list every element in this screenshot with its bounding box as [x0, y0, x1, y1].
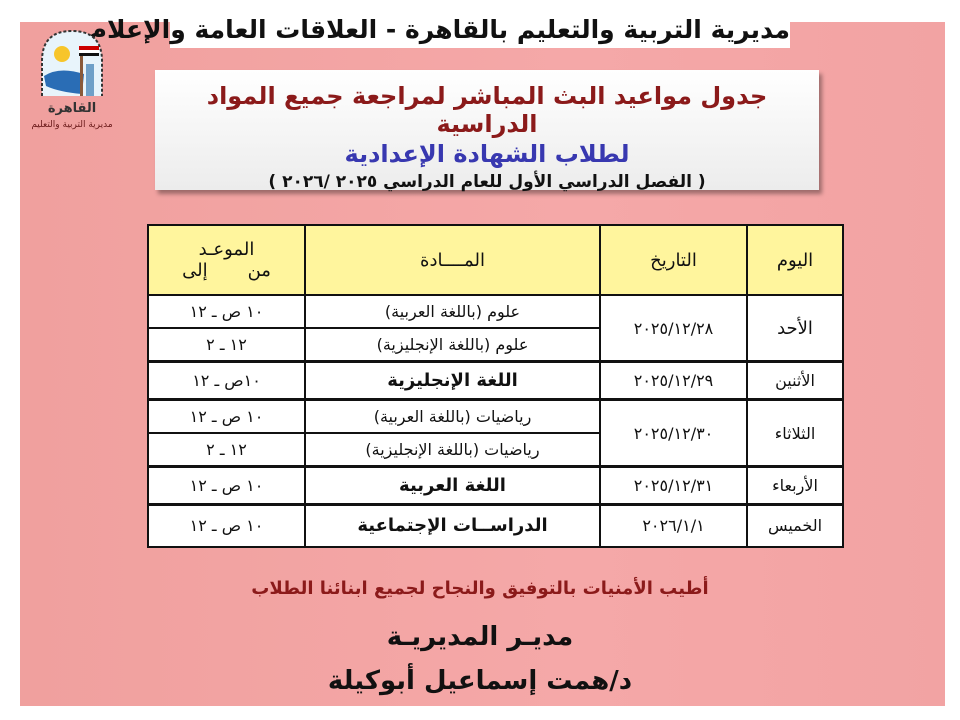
table-row: الثلاثاء ٢٠٢٥/١٢/٣٠ رياضيات (باللغة العر… [147, 398, 844, 468]
date-cell: ٢٠٢٥/١٢/٣٠ [599, 398, 748, 468]
org-title: مديرية التربية والتعليم بالقاهرة - العلا… [89, 12, 790, 48]
header-date: التاريخ [599, 224, 748, 296]
date-cell: ٢٠٢٥/١٢/٢٩ [599, 360, 748, 401]
schedule-term: ( الفصل الدراسي الأول للعام الدراسي ٢٠٢٥… [268, 172, 706, 192]
day-cell: الأثنين [746, 360, 844, 401]
subject-cell: علوم (باللغة العربية) [304, 294, 601, 329]
time-cell: ١٢ ـ ٢ [147, 432, 306, 468]
table-row: علوم (باللغة الإنجليزية) ١٢ ـ ٢ [147, 327, 843, 363]
table-row: الأثنين ٢٠٢٥/١٢/٢٩ اللغة الإنجليزية ١٠ص … [147, 360, 844, 401]
subject-cell: اللغة الإنجليزية [304, 360, 601, 401]
subject-cell: اللغة العربية [304, 465, 601, 506]
subject-cell: رياضيات (باللغة الإنجليزية) [304, 432, 601, 468]
time-cell: ١٠ ص ـ ١٢ [147, 294, 306, 329]
subject-cell: رياضيات (باللغة العربية) [304, 398, 601, 434]
table-row: الأربعاء ٢٠٢٥/١٢/٣١ اللغة العربية ١٠ ص ـ… [147, 465, 844, 506]
day-cell: الخميس [746, 503, 844, 548]
date-cell: ٢٠٢٦/١/١ [599, 503, 748, 548]
table-row: الأحد ٢٠٢٥/١٢/٢٨ علوم (باللغة العربية) ١… [147, 294, 844, 363]
header-day: اليوم [746, 224, 844, 296]
header-time-to: إلى [182, 260, 208, 281]
header-time: الموعـد من إلى [147, 224, 306, 296]
schedule-table: اليوم التاريخ المــــادة الموعـد من إلى … [147, 224, 844, 548]
date-cell: ٢٠٢٥/١٢/٣١ [599, 465, 748, 506]
header-time-from: من [247, 260, 271, 281]
time-cell: ١٠ص ـ ١٢ [147, 360, 306, 401]
schedule-title: جدول مواعيد البث المباشر لمراجعة جميع ال… [206, 82, 768, 138]
schedule-audience: لطلاب الشهادة الإعدادية [344, 140, 630, 168]
date-cell: ٢٠٢٥/١٢/٢٨ [599, 294, 748, 363]
logo-text-directorate: مديرية التربية والتعليم [31, 120, 113, 130]
time-cell: ١٢ ـ ٢ [147, 327, 306, 363]
day-cell: الثلاثاء [746, 398, 844, 468]
subject-cell: الدراســات الإجتماعية [304, 503, 601, 548]
logo-text-city: القاهرة [48, 101, 96, 116]
subject-cell: علوم (باللغة الإنجليزية) [304, 327, 601, 363]
title-box: جدول مواعيد البث المباشر لمراجعة جميع ال… [155, 70, 819, 192]
time-cell: ١٠ ص ـ ١٢ [147, 398, 306, 434]
time-cell: ١٠ ص ـ ١٢ [147, 503, 306, 548]
table-row: رياضيات (باللغة الإنجليزية) ١٢ ـ ٢ [147, 432, 843, 468]
wishes-text: أطيب الأمنيات بالتوفيق والنجاح لجميع ابن… [251, 578, 709, 599]
time-cell: ١٠ ص ـ ١٢ [147, 465, 306, 506]
day-cell: الأحد [746, 294, 844, 363]
signature-title: مديـر المديريـة [386, 622, 574, 652]
signature-name: د/همت إسماعيل أبوكيلة [327, 666, 633, 696]
header-subject: المــــادة [304, 224, 601, 296]
header-time-label: الموعـد [198, 239, 255, 260]
table-row: الخميس ٢٠٢٦/١/١ الدراســات الإجتماعية ١٠… [147, 503, 844, 548]
table-header-row: اليوم التاريخ المــــادة الموعـد من إلى [147, 224, 844, 296]
day-cell: الأربعاء [746, 465, 844, 506]
cairo-education-logo: القاهرة مديرية التربية والتعليم [31, 29, 113, 130]
